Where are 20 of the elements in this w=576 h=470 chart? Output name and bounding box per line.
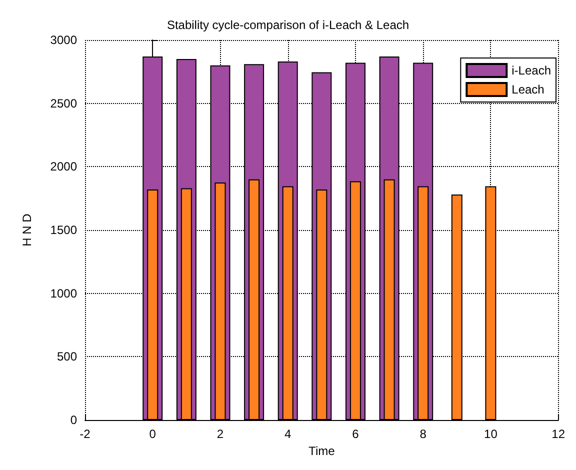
- y-tick-label: 3000: [50, 33, 78, 47]
- x-tick-label: -2: [80, 427, 91, 441]
- x-tick-label: 8: [420, 427, 427, 441]
- x-tick-label: 6: [352, 427, 360, 441]
- y-tick-label: 2500: [50, 96, 78, 110]
- chart-title: Stability cycle-comparison of i-Leach & Leach: [166, 18, 410, 32]
- y-tick-label: 1500: [50, 223, 78, 237]
- x-tick-label: 4: [284, 427, 292, 441]
- y-tick-label: 0: [70, 413, 78, 427]
- y-axis-title: H N D: [20, 213, 34, 246]
- x-tick-label: 0: [149, 427, 156, 441]
- y-tick-label: 1000: [50, 286, 78, 300]
- y-tick-label: 500: [56, 350, 78, 364]
- x-tick-label: 12: [552, 427, 566, 441]
- x-tick-label: 2: [216, 427, 224, 441]
- x-axis-title: Time: [308, 444, 336, 458]
- legend-label: i-Leach: [512, 64, 551, 78]
- y-tick-label: 2000: [50, 160, 78, 174]
- x-tick-label: 10: [484, 427, 498, 441]
- legend-label: Leach: [512, 82, 544, 96]
